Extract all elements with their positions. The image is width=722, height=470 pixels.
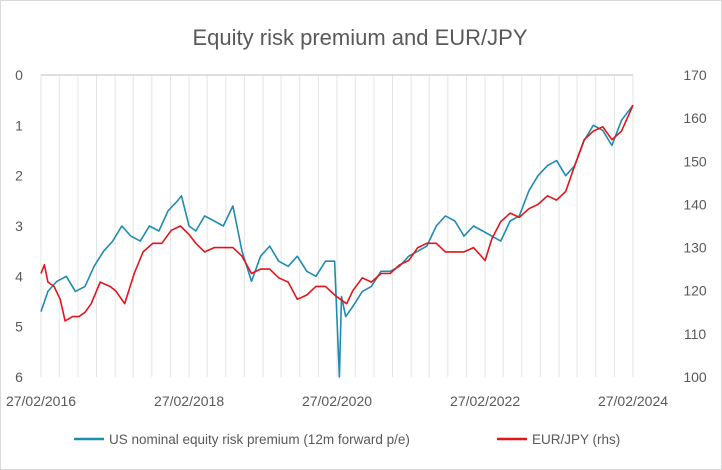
y-right-tick-label: 140 bbox=[683, 196, 707, 212]
axes: 0 1 2 3 4 5 6 170 160 150 140 130 120 110 100 27/02/201… bbox=[6, 67, 707, 409]
gridlines bbox=[40, 75, 634, 377]
legend: US nominal equity risk premium (12m forw… bbox=[74, 432, 620, 447]
y-left-tick-label: 0 bbox=[15, 67, 23, 83]
y-right-tick-label: 160 bbox=[683, 110, 707, 126]
series-line-erp bbox=[40, 104, 634, 378]
x-tick-label: 27/02/2018 bbox=[154, 393, 224, 409]
chart-title: Equity risk premium and EUR/JPY bbox=[193, 25, 528, 50]
y-left-tick-label: 6 bbox=[15, 369, 23, 385]
legend-label-erp: US nominal equity risk premium (12m forw… bbox=[109, 432, 410, 447]
x-tick-label: 27/02/2022 bbox=[450, 393, 520, 409]
y-left-tick-label: 5 bbox=[15, 319, 23, 335]
x-tick-label: 27/02/2024 bbox=[598, 393, 668, 409]
y-right-tick-label: 110 bbox=[684, 326, 707, 342]
x-tick-label: 27/02/2020 bbox=[302, 393, 372, 409]
y-right-tick-label: 100 bbox=[683, 369, 707, 385]
y-right-tick-label: 150 bbox=[683, 153, 707, 169]
y-right-tick-label: 130 bbox=[683, 240, 707, 256]
legend-label-eurjpy: EUR/JPY (rhs) bbox=[532, 432, 620, 447]
y-left-tick-label: 4 bbox=[15, 268, 23, 284]
x-tick-label: 27/02/2016 bbox=[6, 393, 76, 409]
y-right-tick-label: 120 bbox=[683, 283, 707, 299]
series-line-eurjpy bbox=[40, 104, 634, 322]
series-lines bbox=[40, 104, 634, 378]
y-left-tick-label: 1 bbox=[15, 117, 23, 133]
y-left-tick-label: 3 bbox=[15, 218, 23, 234]
y-right-tick-label: 170 bbox=[683, 67, 707, 83]
y-left-tick-label: 2 bbox=[15, 168, 23, 184]
